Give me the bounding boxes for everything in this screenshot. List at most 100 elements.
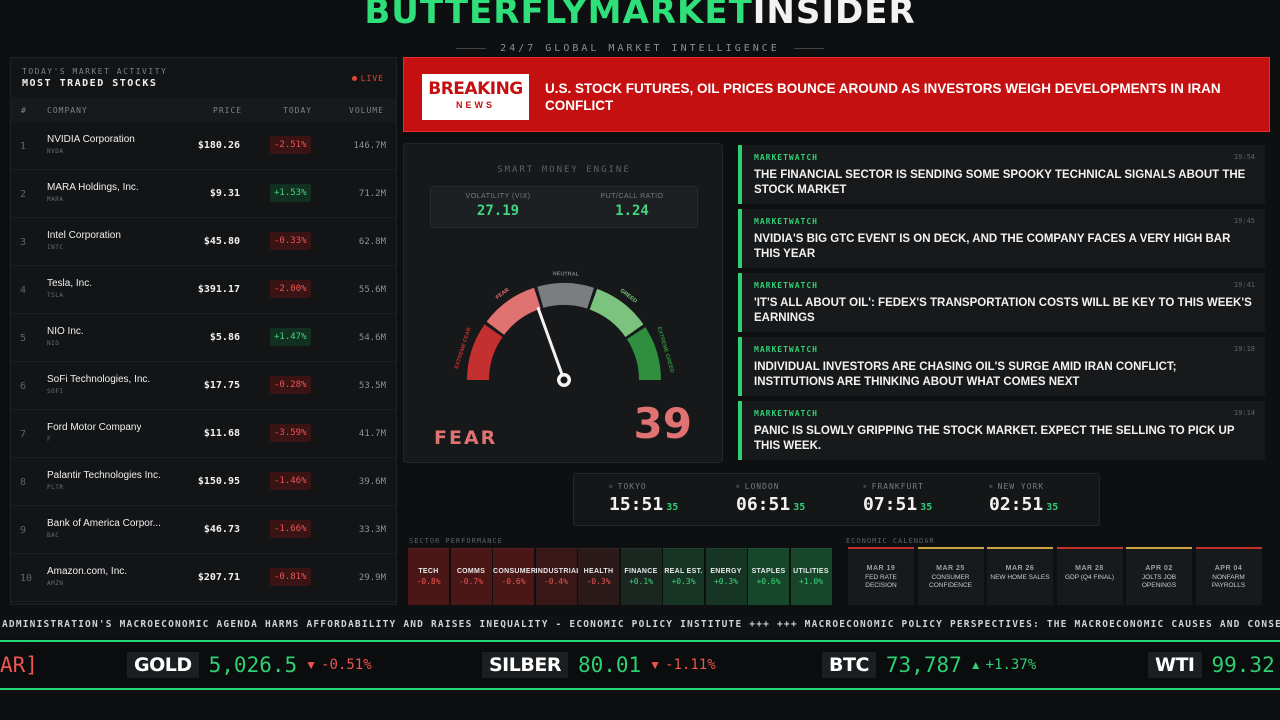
news-item[interactable]: MARKETWATCH 19:14 PANIC IS SLOWLY GRIPPING… [738, 401, 1265, 460]
stock-volume: 54.6M [358, 333, 386, 343]
sector-tile[interactable]: TECH -0.8% [408, 548, 449, 605]
econ-event[interactable]: APR 02 JOLTS JOB OPENINGS [1126, 547, 1192, 605]
ticker-symbol: AMZN [47, 580, 64, 587]
stock-price: $150.95 [197, 476, 240, 487]
news-time: 19:45 [1233, 217, 1255, 225]
sector-change: -0.8% [416, 577, 441, 586]
row-rank: 6 [20, 381, 27, 392]
econ-date: MAR 25 [936, 565, 965, 572]
ticker-change: -1.11% [665, 657, 716, 673]
table-row[interactable]: 5 NIO Inc. NIO $5.86 +1.47% 54.6M [11, 314, 396, 362]
sector-name: CONSUMER [493, 568, 537, 575]
sector-tile[interactable]: STAPLES +0.6% [748, 548, 789, 605]
col-price[interactable]: PRICE [213, 106, 243, 115]
company-name: Intel Corporation [47, 230, 121, 241]
sector-tile[interactable]: COMMS -0.7% [450, 548, 492, 605]
ticker-price: 73,787 [885, 653, 962, 677]
sentiment-label: FEAR [434, 427, 498, 449]
vix-stat: VOLATILITY (VIX) 27.19 [431, 193, 565, 219]
gauge-zone-extreme-greed [626, 327, 661, 381]
gauge-needle [536, 306, 566, 382]
live-label: LIVE [360, 74, 384, 83]
econ-name: GDP (Q4 FINAL) [1064, 574, 1114, 581]
company-name: Tesla, Inc. [47, 278, 93, 289]
clock-city: FRANKFURT [863, 482, 983, 491]
sentiment-value: 39 [633, 399, 692, 448]
sector-name: REAL EST. [664, 568, 703, 575]
col-company[interactable]: COMPANY [47, 106, 88, 115]
ticker-symbol: NVDA [47, 148, 64, 155]
gauge-zone-label: NEUTRAL [553, 271, 580, 277]
stock-volume: 55.6M [358, 285, 386, 295]
econ-event[interactable]: APR 04 NONFARM PAYROLLS [1195, 547, 1262, 605]
table-row[interactable]: 1 NVIDIA Corporation NVDA $180.26 -2.51% 146.… [11, 122, 396, 170]
sector-tile[interactable]: ENERGY +0.3% [705, 548, 747, 605]
table-row[interactable]: 2 MARA Holdings, Inc. MARA $9.31 +1.53% 71.2M [11, 170, 396, 218]
gauge-zone-fear [486, 287, 542, 336]
table-row[interactable]: 9 Bank of America Corpor... BAC $46.73 -1.66… [11, 506, 396, 554]
sector-tile[interactable]: CONSUMER -0.6% [493, 548, 537, 605]
ticker-change: -0.51% [321, 657, 372, 673]
econ-name: CONSUMER CONFIDENCE [929, 574, 972, 589]
table-row[interactable]: 4 Tesla, Inc. TSLA $391.17 -2.00% 55.6M [11, 266, 396, 314]
company-name: SoFi Technologies, Inc. [47, 374, 151, 385]
econ-event[interactable]: MAR 25 CONSUMER CONFIDENCE [917, 547, 984, 605]
sector-tile[interactable]: UTILITIES +1.0% [790, 548, 832, 605]
breaking-news-banner[interactable]: BREAKING NEWS U.S. STOCK FUTURES, OIL PR… [403, 57, 1270, 132]
news-item[interactable]: MARKETWATCH 19:45 NVIDIA'S BIG GTC EVENT I… [738, 209, 1265, 268]
table-row[interactable]: 10 Amazon.com, Inc. AMZN $207.71 -0.81% 29.9M [11, 554, 396, 602]
econ-event[interactable]: MAR 26 NEW HOME SALES [987, 547, 1053, 605]
arrow-down-icon: ▼ [305, 658, 318, 672]
ticker-symbol: TSLA [47, 292, 64, 299]
news-item[interactable]: MARKETWATCH 19:41 'IT'S ALL ABOUT OIL': FE… [738, 273, 1265, 332]
news-item[interactable]: MARKETWATCH 19:18 INDIVIDUAL INVESTORS ARE… [738, 337, 1265, 396]
news-item[interactable]: MARKETWATCH 19:54 THE FINANCIAL SECTOR IS … [738, 145, 1265, 204]
table-row[interactable]: 6 SoFi Technologies, Inc. SOFI $17.75 -0.28%… [11, 362, 396, 410]
table-row[interactable]: 7 Ford Motor Company F $11.68 -3.59% 41.7M [11, 410, 396, 458]
clock-seconds: 35 [793, 502, 806, 513]
econ-event[interactable]: MAR 19 FED RATE DECISION [848, 547, 914, 605]
sector-tile[interactable]: INDUSTRIAL -0.4% [535, 548, 581, 605]
clock-time: 02:51 35 [989, 494, 1059, 515]
change-badge: -2.00% [270, 280, 311, 298]
stock-volume: 29.9M [358, 573, 386, 583]
ticker-symbol: SILBER [482, 652, 568, 678]
ticker-symbol: WTI [1148, 652, 1202, 678]
econ-event[interactable]: MAR 28 GDP (Q4 FINAL) [1056, 547, 1123, 605]
news-time: 19:54 [1233, 153, 1255, 161]
stock-price: $45.80 [203, 236, 240, 247]
sector-name: COMMS [456, 568, 486, 575]
sector-tile[interactable]: FINANCE +0.1% [620, 548, 662, 605]
table-row[interactable]: 8 Palantir Technologies Inc. PLTR $150.95 -1… [11, 458, 396, 506]
col-volume[interactable]: VOLUME [349, 106, 384, 115]
row-rank: 7 [20, 429, 27, 440]
change-badge: -0.81% [270, 568, 311, 586]
table-row[interactable]: 3 Intel Corporation INTC $45.80 -0.33% 62.8M [11, 218, 396, 266]
vix-label: VOLATILITY (VIX) [465, 193, 531, 200]
company-name: Amazon.com, Inc. [47, 566, 128, 577]
sector-tile[interactable]: REAL EST. +0.3% [663, 548, 704, 605]
row-rank: 2 [20, 189, 27, 200]
clock-city: NEW YORK [989, 482, 1109, 491]
clock-time: 07:51 35 [863, 494, 933, 515]
breaking-headline: U.S. STOCK FUTURES, OIL PRICES BOUNCE AR… [545, 81, 1221, 113]
company-name: MARA Holdings, Inc. [47, 182, 139, 193]
sector-name: STAPLES [751, 568, 786, 575]
clock-seconds: 35 [920, 502, 933, 513]
ticker-fragment: AR] [0, 653, 38, 677]
sector-change: +0.3% [671, 577, 696, 586]
news-headline: THE FINANCIAL SECTOR IS SENDING SOME SPO… [754, 169, 1246, 196]
col-today[interactable]: TODAY [283, 106, 313, 115]
news-time: 19:18 [1233, 345, 1255, 353]
econ-name: FED RATE DECISION [865, 574, 897, 589]
stock-price: $11.68 [203, 428, 240, 439]
sector-tile[interactable]: HEALTH -0.3% [578, 548, 619, 605]
gauge-zone-extreme-fear [467, 324, 503, 381]
row-rank: 5 [20, 333, 27, 344]
econ-date: APR 02 [1145, 565, 1173, 572]
sector-change: +0.3% [713, 577, 739, 586]
ticker-change: +1.37% [985, 657, 1037, 673]
